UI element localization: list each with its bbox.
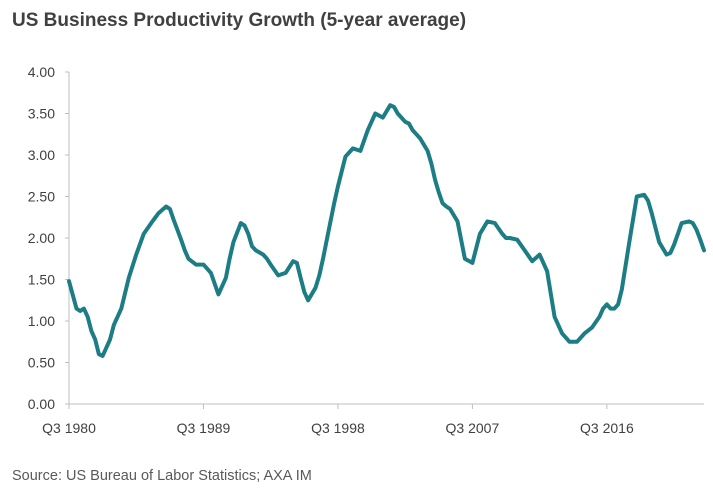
chart-title: US Business Productivity Growth (5-year … [12,10,467,31]
x-axis: Q3 1980 Q3 1989 Q3 1998 Q3 2007 Q3 2016 [42,404,634,436]
y-tick-label: 0.50 [28,355,55,371]
y-axis: 0.00 0.50 1.00 1.50 2.00 2.50 3.00 3.50 4.00 [28,64,69,412]
x-tick-label: Q3 1989 [177,420,231,436]
source-note: Source: US Bureau of Labor Statistics; A… [12,468,312,484]
x-tick-label: Q3 2007 [446,420,500,436]
x-tick-label: Q3 1980 [42,420,96,436]
productivity-growth-line [67,103,706,358]
y-tick-label: 3.50 [28,106,55,122]
x-tick-label: Q3 2016 [580,420,634,436]
y-tick-label: 0.00 [28,396,55,412]
x-tick-label: Q3 1998 [311,420,365,436]
y-tick-label: 1.50 [28,272,55,288]
y-tick-label: 2.00 [28,230,55,246]
y-tick-label: 4.00 [28,64,55,80]
y-tick-label: 3.00 [28,147,55,163]
y-tick-label: 1.00 [28,313,55,329]
y-tick-label: 2.50 [28,189,55,205]
